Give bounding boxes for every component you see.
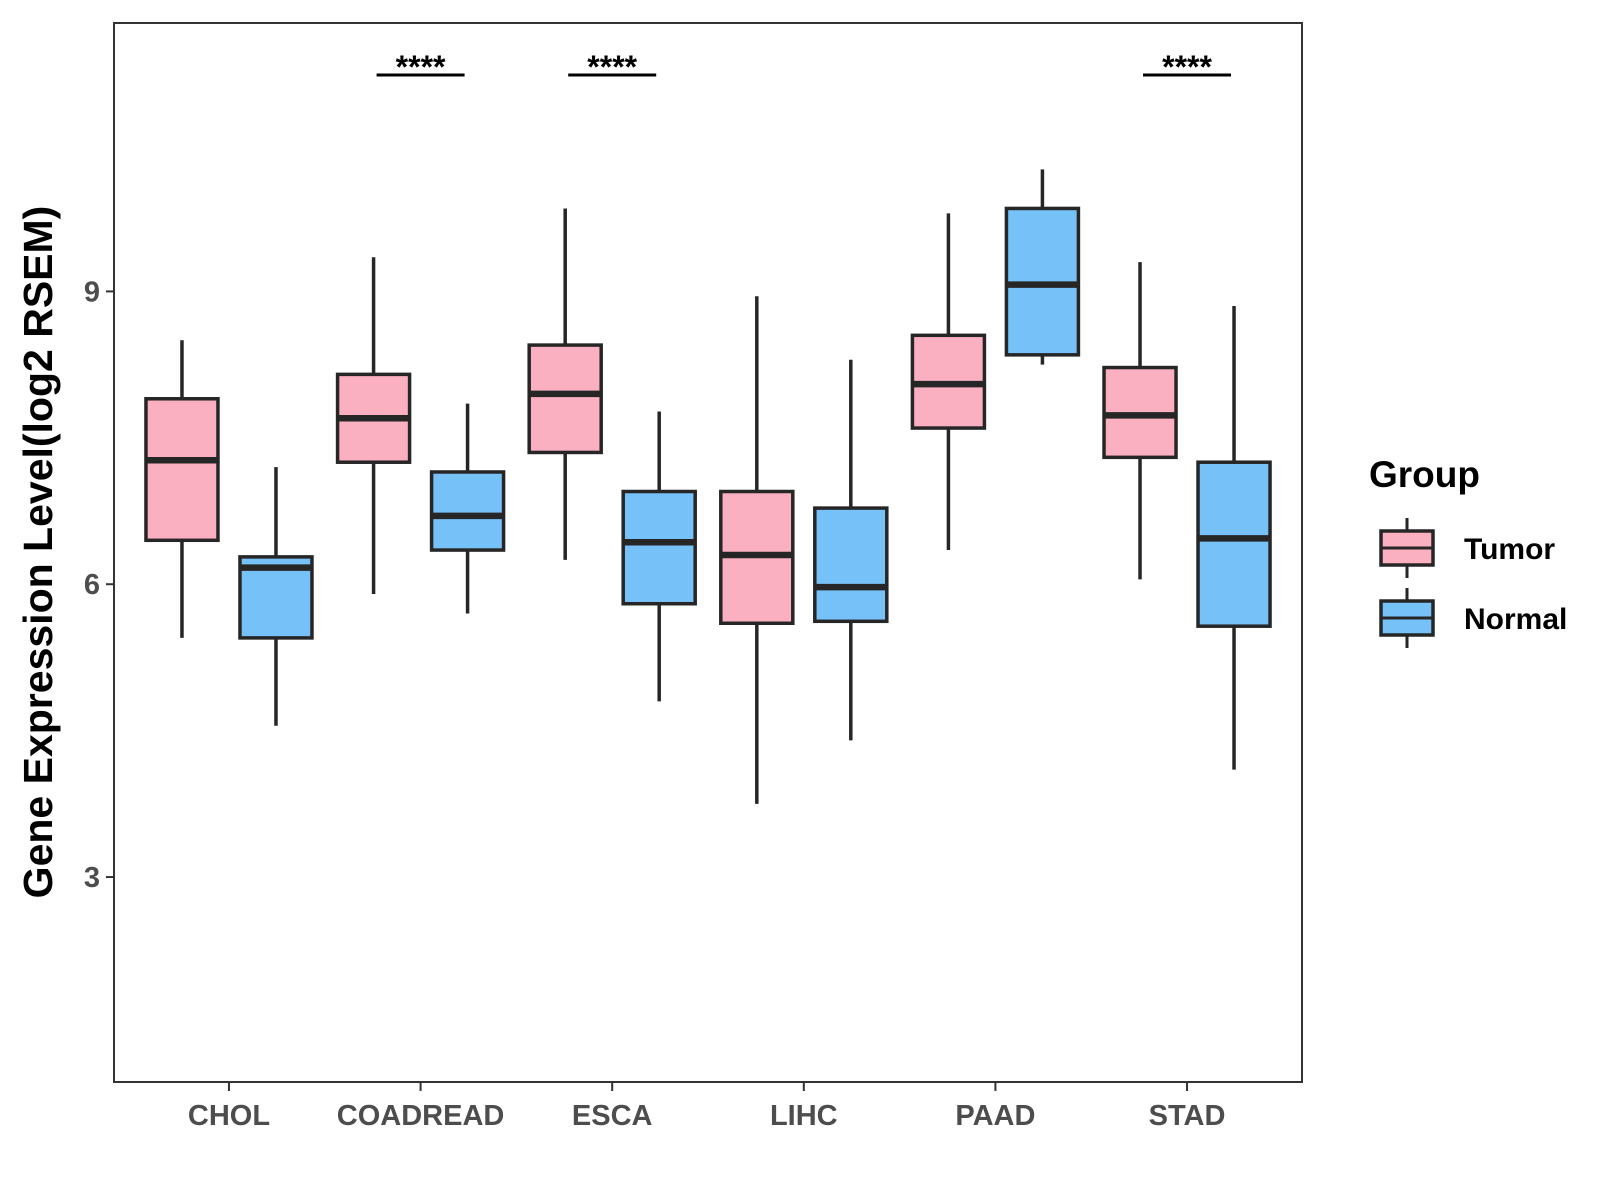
- y-axis-title: Gene Expression Level(log2 RSEM): [15, 206, 61, 899]
- box-normal-coadread: [429, 403, 506, 614]
- iqr-box: [144, 397, 220, 543]
- y-tick-label: 3: [84, 862, 100, 894]
- iqr-box: [813, 506, 889, 624]
- iqr-box: [429, 470, 506, 552]
- y-tick-label: 9: [84, 276, 100, 308]
- x-tick-label: PAAD: [955, 1100, 1035, 1132]
- box-tumor-esca: [527, 208, 603, 560]
- significance-label: ****: [587, 49, 637, 85]
- iqr-box: [1196, 460, 1272, 628]
- box-normal-chol: [238, 467, 314, 726]
- box-tumor-coadread: [335, 257, 412, 594]
- x-tick-label: ESCA: [572, 1100, 653, 1132]
- box-tumor-paad: [910, 213, 987, 551]
- legend-item-normal: Normal: [1379, 588, 1567, 648]
- legend-label: Tumor: [1464, 533, 1555, 566]
- x-tick-label: CHOL: [188, 1100, 270, 1132]
- legend-item-tumor: Tumor: [1379, 518, 1555, 578]
- significance-label: ****: [1162, 49, 1212, 85]
- legend-title: Group: [1369, 454, 1480, 495]
- plot-panel: [113, 22, 1303, 1083]
- plot-layer: 3 6 9 CHOL COADREAD ESCA LIHC PAAD STAD **** **** *…: [84, 22, 1303, 1132]
- legend: Group Tumor Normal: [1369, 454, 1567, 648]
- iqr-box: [621, 489, 697, 606]
- legend-items: Tumor Normal: [1379, 518, 1567, 648]
- y-tick-label: 6: [84, 569, 100, 601]
- box-normal-paad: [1004, 169, 1081, 365]
- box-tumor-lihc: [719, 296, 795, 804]
- significance-label: ****: [396, 49, 446, 85]
- x-tick-label: STAD: [1149, 1100, 1226, 1132]
- x-tick-label: COADREAD: [337, 1100, 505, 1132]
- x-tick-label: LIHC: [770, 1100, 838, 1132]
- box-tumor-chol: [144, 340, 220, 638]
- iqr-box: [527, 343, 603, 455]
- box-normal-esca: [621, 411, 697, 702]
- box-tumor-stad: [1102, 262, 1178, 580]
- box-normal-lihc: [813, 359, 889, 741]
- legend-label: Normal: [1464, 603, 1567, 636]
- box-normal-stad: [1196, 306, 1272, 770]
